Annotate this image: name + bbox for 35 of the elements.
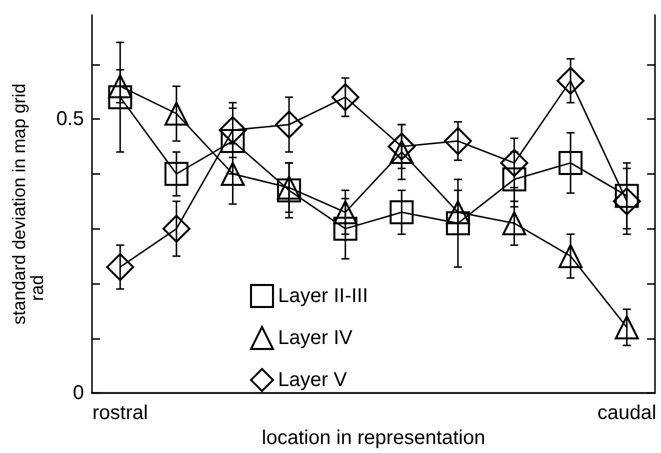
point: [220, 162, 245, 186]
point: [612, 187, 641, 216]
point: [614, 315, 639, 340]
text: rad: [27, 275, 47, 302]
point: [331, 83, 360, 112]
legend-label: Layer IV: [278, 327, 354, 349]
x-tick-label: rostral: [92, 402, 148, 424]
point: [164, 162, 188, 186]
point: [333, 200, 358, 224]
point: [502, 167, 526, 192]
point: [108, 74, 132, 98]
legend-label: Layer V: [278, 369, 348, 391]
point: [446, 211, 470, 236]
point: [275, 110, 304, 139]
point: [333, 216, 358, 241]
point: [106, 253, 134, 282]
y-tick-label: 0: [72, 382, 84, 404]
point: [558, 150, 583, 175]
x-tick-label: caudal: [597, 402, 656, 424]
point: [388, 132, 416, 161]
point: [558, 244, 583, 268]
legend-label: Layer II-III: [278, 285, 368, 307]
point: [446, 200, 470, 224]
y-axis-title: standard deviation in map grid: [9, 83, 29, 325]
point: [556, 66, 585, 95]
point: [108, 85, 132, 110]
point: [390, 200, 414, 224]
point: [164, 102, 188, 126]
point: [218, 116, 247, 144]
x-axis-title: location in representation: [262, 427, 486, 449]
y-tick-label: 0.5: [56, 108, 84, 130]
point: [500, 148, 528, 177]
point: [162, 214, 190, 243]
point: [502, 211, 526, 236]
point: [444, 127, 472, 156]
